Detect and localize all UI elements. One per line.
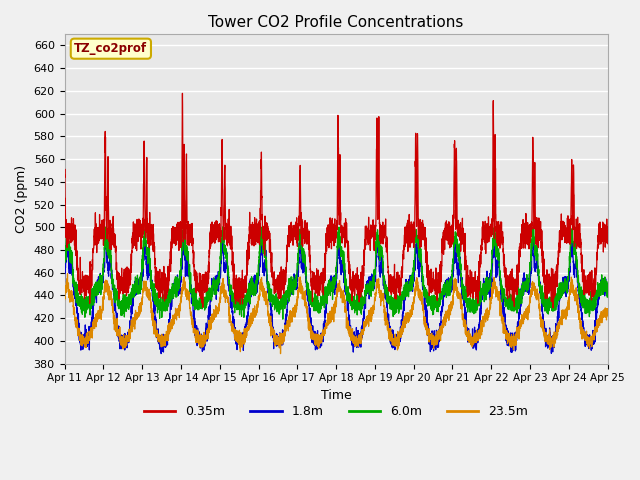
Title: Tower CO2 Profile Concentrations: Tower CO2 Profile Concentrations bbox=[209, 15, 464, 30]
Legend: 0.35m, 1.8m, 6.0m, 23.5m: 0.35m, 1.8m, 6.0m, 23.5m bbox=[139, 400, 533, 423]
Y-axis label: CO2 (ppm): CO2 (ppm) bbox=[15, 165, 28, 233]
X-axis label: Time: Time bbox=[321, 389, 351, 402]
Text: TZ_co2prof: TZ_co2prof bbox=[74, 42, 147, 55]
